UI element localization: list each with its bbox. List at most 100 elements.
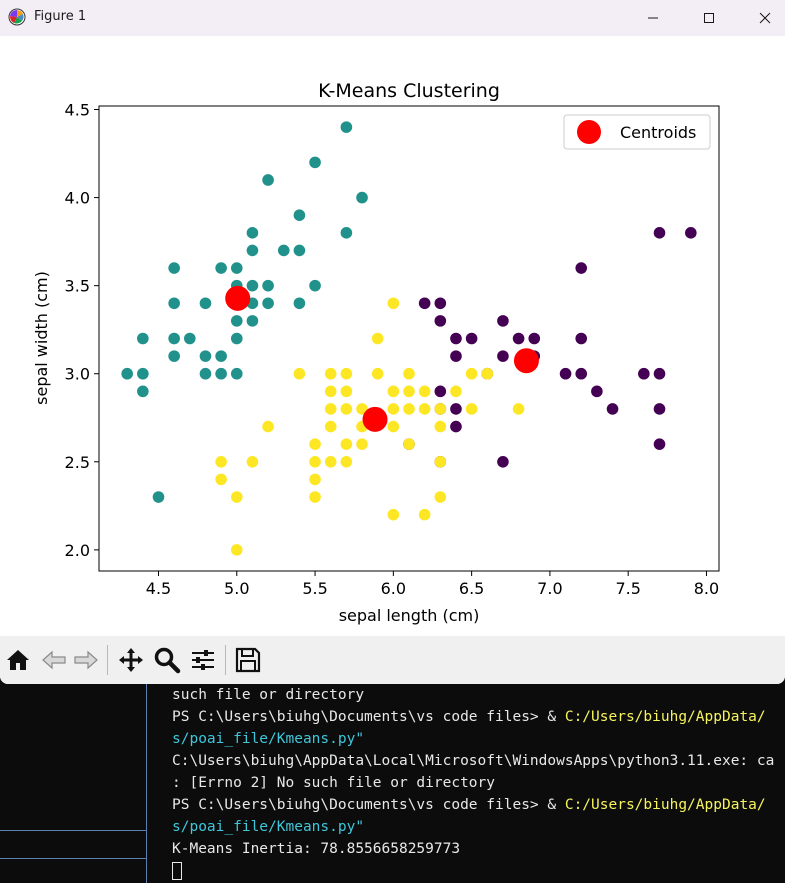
terminal-line: PS C:\Users\biuhg\Documents\vs code file… <box>172 706 785 728</box>
terminal-prompt-line[interactable] <box>172 860 785 882</box>
title-bar[interactable]: Figure 1 <box>0 0 785 36</box>
data-point-cluster-1 <box>653 438 666 450</box>
terminal-output: such file or directory PS C:\Users\biuhg\… <box>172 684 785 882</box>
data-point-cluster-2 <box>418 403 431 415</box>
data-point-cluster-0 <box>199 367 212 380</box>
forward-arrow-icon[interactable] <box>72 646 100 674</box>
data-point-cluster-2 <box>309 473 321 486</box>
data-point-cluster-2 <box>403 438 415 450</box>
data-point-cluster-2 <box>309 491 321 503</box>
data-point-cluster-0 <box>168 297 180 310</box>
y-tick-label: 2.5 <box>65 453 90 472</box>
close-button[interactable] <box>742 0 785 36</box>
terminal-panel[interactable]: such file or directory PS C:\Users\biuhg\… <box>0 684 785 883</box>
data-point-cluster-2 <box>481 367 494 380</box>
terminal-line: s/poai_file/Kmeans.py" <box>172 728 785 750</box>
data-point-cluster-2 <box>465 367 478 380</box>
x-tick-label: 5.0 <box>224 579 249 598</box>
y-tick-label: 3.0 <box>65 365 90 384</box>
data-point-cluster-1 <box>434 385 447 398</box>
data-point-cluster-0 <box>215 262 227 274</box>
data-point-cluster-2 <box>434 455 447 468</box>
data-point-cluster-0 <box>184 332 196 345</box>
x-tick-label: 6.5 <box>459 579 484 598</box>
data-point-cluster-2 <box>262 420 274 433</box>
data-point-cluster-1 <box>575 262 588 274</box>
pan-icon[interactable] <box>117 646 145 674</box>
data-point-cluster-0 <box>121 367 133 380</box>
zoom-icon[interactable] <box>153 646 181 674</box>
terminal-line: : [Errno 2] No such file or directory <box>172 772 785 794</box>
data-point-cluster-0 <box>215 367 227 380</box>
data-point-cluster-2 <box>434 491 447 503</box>
data-point-cluster-1 <box>653 227 666 239</box>
maximize-button[interactable] <box>686 0 732 36</box>
data-point-cluster-2 <box>387 297 400 310</box>
data-point-cluster-2 <box>512 403 525 415</box>
terminal-line: s/poai_file/Kmeans.py" <box>172 816 785 838</box>
centroid-marker <box>225 285 251 311</box>
data-point-cluster-1 <box>497 350 509 362</box>
terminal-text: K-Means Inertia: 78.8556658259773 <box>172 841 461 857</box>
data-point-cluster-2 <box>465 403 478 415</box>
data-point-cluster-0 <box>168 332 180 345</box>
data-point-cluster-2 <box>324 385 337 398</box>
back-arrow-icon[interactable] <box>40 646 68 674</box>
maximize-icon <box>704 13 714 23</box>
terminal-text: C:/Users/biuhg/AppData/ <box>564 797 766 813</box>
plot-frame <box>98 105 720 572</box>
minimize-button[interactable] <box>630 0 676 36</box>
y-tick-label: 3.5 <box>65 277 90 296</box>
data-point-cluster-2 <box>356 438 368 450</box>
data-point-cluster-2 <box>324 455 337 468</box>
data-point-cluster-2 <box>215 473 227 486</box>
data-point-cluster-2 <box>434 420 447 433</box>
x-tick-label: 7.0 <box>537 579 562 598</box>
home-icon[interactable] <box>4 646 32 674</box>
data-point-cluster-0 <box>137 332 149 345</box>
data-point-cluster-0 <box>215 350 227 362</box>
terminal-line: such file or directory <box>172 684 785 706</box>
data-point-cluster-0 <box>293 209 306 222</box>
data-point-cluster-0 <box>152 491 165 503</box>
configure-subplots-icon[interactable] <box>189 646 217 674</box>
data-point-cluster-1 <box>434 297 447 310</box>
terminal-text: PS C:\Users\biuhg\Documents\vs code file… <box>172 797 565 813</box>
window-title: Figure 1 <box>34 9 87 24</box>
x-tick-label: 4.5 <box>146 579 171 598</box>
data-point-cluster-2 <box>387 385 400 398</box>
legend-centroid-marker <box>577 120 601 144</box>
terminal-line: C:\Users\biuhg\AppData\Local\Microsoft\W… <box>172 750 785 772</box>
data-point-cluster-1 <box>497 315 509 327</box>
data-point-cluster-2 <box>246 455 259 468</box>
data-point-cluster-1 <box>450 420 462 433</box>
data-point-cluster-2 <box>371 367 384 380</box>
terminal-line: PS C:\Users\biuhg\Documents\vs code file… <box>172 794 785 816</box>
data-point-cluster-1 <box>450 332 462 345</box>
scatter-chart[interactable]: K-Means Clustering 4.5 5.0 5.5 6.0 6.5 7.0 7.5… <box>0 36 785 636</box>
data-point-cluster-0 <box>262 279 274 292</box>
data-point-cluster-0 <box>293 297 306 310</box>
terminal-text: s/poai_file/Kmeans.py" <box>172 819 365 835</box>
data-point-cluster-2 <box>387 420 400 433</box>
save-icon[interactable] <box>234 646 262 674</box>
data-point-cluster-2 <box>293 367 306 380</box>
data-point-cluster-2 <box>387 403 400 415</box>
data-point-cluster-1 <box>575 367 588 380</box>
data-point-cluster-2 <box>403 403 415 415</box>
data-point-cluster-1 <box>638 367 650 380</box>
data-point-cluster-0 <box>199 350 212 362</box>
terminal-text: C:/Users/biuhg/AppData/ <box>564 709 766 725</box>
data-point-cluster-1 <box>512 332 525 345</box>
x-axis-label: sepal length (cm) <box>339 606 480 625</box>
data-point-cluster-2 <box>403 367 415 380</box>
toolbar-separator <box>225 645 226 675</box>
centroid-points <box>225 285 539 432</box>
data-point-cluster-2 <box>309 438 321 450</box>
data-point-cluster-0 <box>168 350 180 362</box>
centroid-marker <box>362 406 388 432</box>
data-point-cluster-2 <box>324 403 337 415</box>
legend-label-centroids: Centroids <box>620 123 696 142</box>
data-point-cluster-0 <box>168 262 180 274</box>
matplotlib-logo-icon <box>8 8 26 26</box>
